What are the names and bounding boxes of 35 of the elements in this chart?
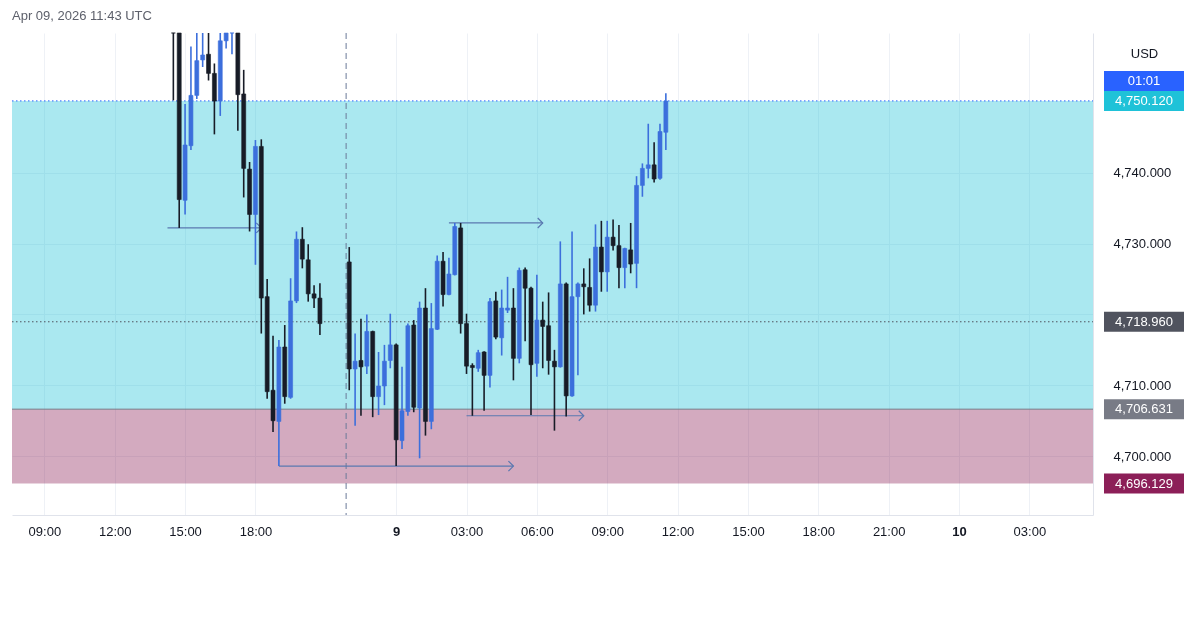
- band-label: 4,750.120: [1115, 92, 1173, 108]
- candlestick: [628, 222, 633, 275]
- y-axis-title: USD: [1130, 45, 1159, 61]
- x-tick-label: 09:00: [28, 523, 62, 539]
- candlestick: [534, 273, 540, 378]
- candlestick: [651, 141, 657, 184]
- x-tick-label: 03:00: [1013, 523, 1047, 539]
- x-tick-label: 15:00: [732, 523, 765, 539]
- y-tick-label: 4,740.000: [1113, 165, 1172, 181]
- chart-title: Apr 09, 2026 11:43 UTC: [12, 8, 152, 23]
- ref-line-label: 4,718.960: [1115, 313, 1173, 329]
- x-tick-label: 03:00: [450, 523, 484, 539]
- x-tick-label: 18:00: [239, 523, 273, 539]
- y-tick-label: 4,710.000: [1113, 377, 1172, 393]
- x-tick-label: 12:00: [98, 523, 132, 539]
- band-label: 4,696.129: [1115, 475, 1173, 491]
- candlestick: [587, 257, 592, 313]
- x-tick-label: 21:00: [872, 523, 906, 539]
- text: 01:01: [1127, 72, 1161, 88]
- candlestick: [358, 317, 364, 417]
- y-tick-label: 4,700.000: [1113, 448, 1172, 464]
- x-tick-label: 18:00: [802, 523, 836, 539]
- candlestick: [481, 350, 487, 412]
- candlestick: [352, 332, 358, 427]
- y-tick-label: 4,730.000: [1113, 236, 1172, 252]
- x-tick-label: 10: [952, 523, 967, 539]
- x-tick-label: 12:00: [661, 523, 695, 539]
- x-tick-label: 9: [393, 523, 401, 539]
- candlestick: [599, 220, 604, 293]
- ref-line-label: 4,706.631: [1115, 401, 1173, 417]
- candlestick: [552, 349, 557, 432]
- x-tick-label: 06:00: [521, 523, 554, 539]
- candlestick: [171, 32, 176, 102]
- x-tick-label: 09:00: [591, 523, 624, 539]
- x-tick-label: 15:00: [169, 523, 202, 539]
